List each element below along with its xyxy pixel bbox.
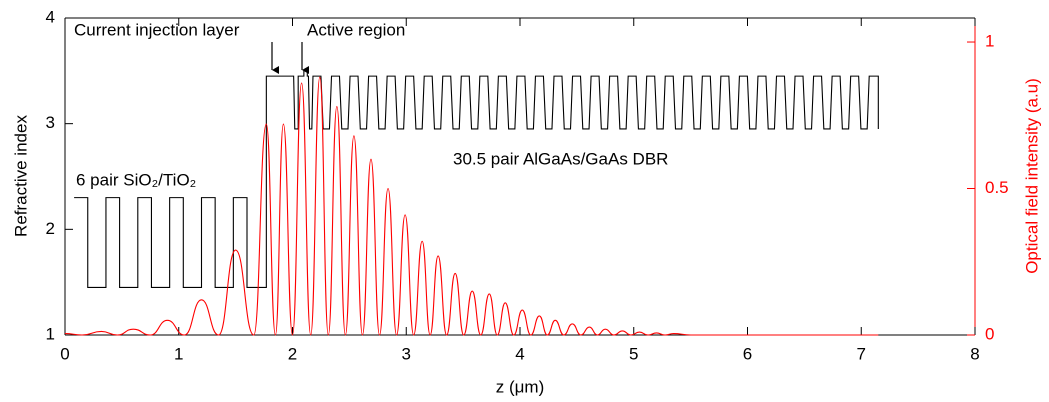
x-tick-label: 6 [743,344,752,363]
x-tick-label: 0 [60,344,69,363]
series-line [74,70,879,288]
y2-axis-label: Optical field intensity (a.u) [1022,78,1041,274]
x-tick-label: 7 [857,344,866,363]
x-tick-label: 8 [970,344,979,363]
x-axis-label: z (μm) [496,377,545,396]
x-tick-label: 4 [515,344,524,363]
y2-tick-label: 0 [985,324,994,343]
annotation: Current injection layer [74,20,240,39]
series-line [64,76,879,336]
y-tick-label: 3 [46,113,55,132]
y2-tick-label: 0.5 [985,178,1009,197]
x-tick-label: 5 [629,344,638,363]
y2-tick-label: 1 [985,32,994,51]
y-tick-label: 2 [46,219,55,238]
y-tick-label: 1 [46,324,55,343]
y-axis-label: Refractive index [11,115,30,237]
x-tick-label: 2 [288,344,297,363]
annotation: 30.5 pair AlGaAs/GaAs DBR [453,149,668,168]
y-tick-label: 4 [46,7,55,26]
x-tick-label: 1 [174,344,183,363]
annotation: 6 pair SiO₂/TiO₂ [76,170,196,189]
x-tick-label: 3 [402,344,411,363]
annotation: Active region [307,20,405,39]
